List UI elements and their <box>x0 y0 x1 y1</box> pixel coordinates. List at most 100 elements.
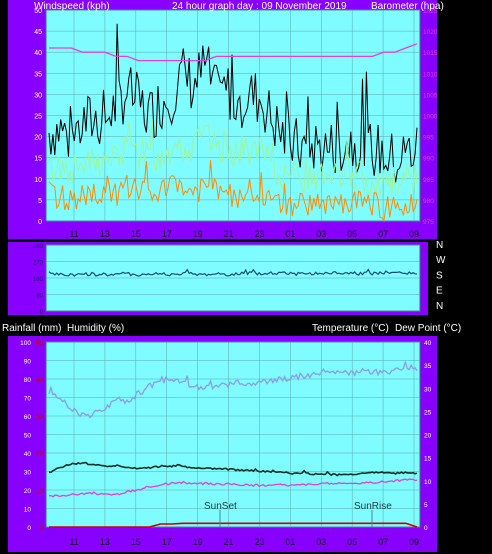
windspeed-tick-label: 35 <box>34 71 42 78</box>
time-tick-label: 15 <box>131 229 141 239</box>
barometer-tick-label: 990 <box>423 156 434 163</box>
humidity-tick-label: 80 <box>24 377 32 384</box>
barometer-tick-label: 975 <box>423 219 434 226</box>
barometer-tick-label: 1020 <box>423 29 438 36</box>
time-tick-label: 07 <box>378 229 388 239</box>
barometer-tick-label: 995 <box>423 135 434 142</box>
time-tick-label: 13 <box>100 229 110 239</box>
humidity-tick-label: 30 <box>24 470 32 477</box>
compass-label: N <box>436 240 443 251</box>
humidity-tick-label: 60 <box>24 414 32 421</box>
dewpoint-line <box>48 478 418 498</box>
windspeed-tick-label: 5 <box>38 198 42 205</box>
barometer-line <box>49 43 418 62</box>
temperature-tick-label: 40 <box>424 340 432 347</box>
windspeed-tick-label: 15 <box>34 156 42 163</box>
wind-gust-line <box>48 23 418 183</box>
windspeed-tick-label: 50 <box>34 8 42 15</box>
time-tick-label: 11 <box>69 229 78 239</box>
windspeed-tick-label: 30 <box>34 92 42 99</box>
humidity-tick-label: 100 <box>20 340 31 347</box>
direction-tick-label: 0 <box>40 310 44 316</box>
humidity-tick-label: 90 <box>24 359 32 366</box>
wind-time-axis: 11 13 15 17 19 21 23 01 03 05 07 09 <box>69 229 419 239</box>
wind-direction-axis: 0 90 180 270 360 <box>33 244 44 316</box>
rainfall-tick-label: 40 <box>36 377 44 384</box>
wind-average-line <box>48 119 418 198</box>
windspeed-axis-title: Windspeed (kph) <box>34 1 110 12</box>
humidity-axis-title: Humidity (%) <box>67 323 124 334</box>
windspeed-tick-label: 25 <box>34 114 42 121</box>
time-tick-label: 19 <box>193 229 203 239</box>
temperature-time-axis: 11 13 15 17 19 21 23 01 03 05 07 09 <box>69 537 419 547</box>
humidity-tick-label: 70 <box>24 396 32 403</box>
humidity-tick-label: 10 <box>24 507 32 514</box>
time-tick-label: 21 <box>224 229 234 239</box>
rainfall-tick-label: 20 <box>36 451 44 458</box>
wind-barometer-series <box>48 23 418 223</box>
temperature-tick-label: 15 <box>424 456 432 463</box>
time-tick-label: 17 <box>162 537 172 547</box>
humidity-axis: 0 10 20 30 40 50 60 70 80 90 100 <box>20 340 31 532</box>
time-tick-label: 03 <box>316 229 326 239</box>
humidity-line <box>48 359 418 419</box>
temperature-tick-label: 35 <box>424 363 432 370</box>
wind-direction-grid <box>46 244 420 312</box>
rainfall-axis-title: Rainfall (mm) <box>2 323 61 334</box>
time-tick-label: 13 <box>100 537 110 547</box>
direction-tick-label: 270 <box>33 261 44 267</box>
windspeed-tick-label: 45 <box>34 29 42 36</box>
windspeed-tick-label: 10 <box>34 177 42 184</box>
barometer-tick-label: 1010 <box>423 71 438 78</box>
rainfall-tick-label: 0 <box>39 525 43 532</box>
temperature-tick-label: 20 <box>424 433 432 440</box>
windspeed-tick-label: 20 <box>34 135 42 142</box>
time-tick-label: 09 <box>409 537 419 547</box>
direction-tick-label: 360 <box>33 244 44 250</box>
graph-title: 24 hour graph day : 09 November 2019 <box>172 1 347 12</box>
rainfall-line <box>49 522 418 528</box>
wind-direction-series <box>48 268 418 277</box>
lower-panel-header: Rainfall (mm) Humidity (%) Temperature (… <box>2 323 461 334</box>
time-tick-label: 03 <box>316 537 326 547</box>
humidity-tick-label: 0 <box>27 525 31 532</box>
barometer-tick-label: 980 <box>423 198 434 205</box>
temperature-tick-label: 30 <box>424 386 432 393</box>
barometer-tick-label: 1000 <box>423 114 438 121</box>
temperature-tick-label: 25 <box>424 409 432 416</box>
barometer-tick-label: 1015 <box>423 50 438 57</box>
temperature-axis-title: Temperature (°C) <box>312 323 389 334</box>
rainfall-tick-label: 50 <box>36 340 44 347</box>
barometer-axis: 975 980 985 990 995 1000 1005 1010 1015 1020 1025 <box>423 8 438 226</box>
barometer-tick-label: 1025 <box>423 8 438 15</box>
time-tick-label: 01 <box>285 537 295 547</box>
wind-direction-line <box>48 268 418 277</box>
barometer-axis-title: Barometer (hpa) <box>371 1 444 12</box>
sunset-label: SunSet <box>204 501 237 512</box>
temperature-axis: 0 5 10 15 20 25 30 35 40 <box>424 340 432 532</box>
time-tick-label: 23 <box>254 537 264 547</box>
time-tick-label: 05 <box>347 537 357 547</box>
time-tick-label: 01 <box>285 229 295 239</box>
time-tick-label: 19 <box>193 537 203 547</box>
sunrise-label: SunRise <box>354 501 392 512</box>
time-tick-label: 11 <box>69 537 78 547</box>
windspeed-tick-label: 40 <box>34 50 42 57</box>
direction-tick-label: 180 <box>33 277 44 283</box>
barometer-tick-label: 985 <box>423 177 434 184</box>
temperature-line <box>48 461 418 477</box>
rainfall-tick-label: 10 <box>36 488 44 495</box>
time-tick-label: 17 <box>162 229 172 239</box>
temperature-tick-label: 0 <box>424 525 428 532</box>
direction-tick-label: 90 <box>36 294 43 300</box>
windspeed-axis: 0 5 10 15 20 25 30 35 40 45 50 <box>34 8 42 226</box>
temperature-humidity-grid <box>46 341 420 528</box>
rainfall-tick-label: 30 <box>36 414 44 421</box>
humidity-tick-label: 40 <box>24 451 32 458</box>
wind-minimum-line <box>48 160 418 223</box>
compass-label: N <box>436 301 443 312</box>
time-tick-label: 23 <box>254 229 264 239</box>
temperature-humidity-series <box>48 359 418 528</box>
